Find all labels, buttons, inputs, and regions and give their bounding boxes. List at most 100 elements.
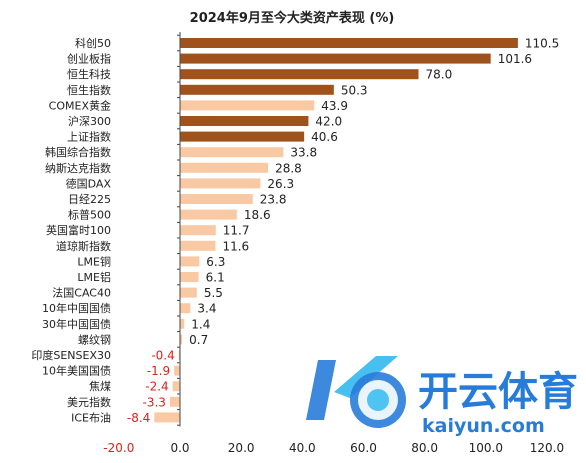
bar-row: 螺纹钢 0.7: [78, 332, 208, 347]
bar: [180, 225, 216, 236]
value-label: -8.4: [127, 411, 150, 425]
x-axis: -20.0 0.0 20.0 40.0 60.0 80.0 100.0 120.0: [103, 32, 564, 455]
value-label: 78.0: [426, 68, 453, 82]
value-label: -0.4: [151, 349, 174, 363]
value-label: 6.3: [206, 255, 225, 269]
category-label: 30年中国国债: [42, 317, 111, 331]
bar-row: 美元指数 -3.3: [67, 395, 180, 409]
value-label: 3.4: [197, 302, 216, 316]
bar: [180, 116, 309, 126]
value-label: -3.3: [142, 395, 165, 409]
category-label: 英国富时100: [46, 223, 111, 237]
bar-row: 道琼斯指数 11.6: [56, 239, 249, 254]
value-label: 18.6: [244, 208, 271, 222]
bar: [180, 209, 237, 220]
category-label: 沪深300: [68, 114, 111, 128]
bar-row: 印度SENSEX30 -0.4: [31, 348, 180, 363]
kaiyun-domain-text: kaiyun.com: [422, 415, 545, 437]
bar-row: LME铜 6.3: [77, 254, 225, 269]
bar: [180, 256, 200, 267]
value-label: -2.4: [145, 380, 168, 394]
bar: [154, 412, 180, 423]
category-label: 焦煤: [89, 380, 111, 393]
bar: [169, 396, 180, 407]
category-label: 科创50: [75, 36, 111, 50]
category-label: 上证指数: [67, 130, 111, 144]
value-label: 50.3: [341, 83, 368, 97]
category-label: 恒生科技: [67, 67, 111, 81]
value-label: 11.7: [223, 224, 250, 238]
bar: [180, 53, 491, 64]
bar-row: 纳斯达克指数 28.8: [45, 161, 302, 176]
category-label: COMEX黄金: [49, 98, 111, 112]
bar-row: 英国富时100 11.7: [46, 223, 249, 238]
bar: [180, 240, 216, 251]
bar: [180, 272, 199, 282]
bar: [180, 194, 253, 204]
x-tick-label: 20.0: [228, 441, 255, 455]
category-label: LME铝: [77, 270, 111, 284]
bar-row: 德国DAX 26.3: [66, 176, 294, 191]
value-label: 6.1: [206, 271, 225, 285]
bar-row: 法国CAC40 5.5: [52, 286, 223, 301]
value-label: 40.6: [311, 130, 338, 144]
x-tick-label: 80.0: [411, 441, 438, 455]
category-label: 印度SENSEX30: [31, 348, 111, 362]
category-label: 创业板指: [67, 52, 111, 66]
kaiyun-cn-text: 开云体育: [418, 369, 578, 415]
x-tick-label: 120.0: [530, 441, 564, 455]
bar-row: 焦煤 -2.4: [89, 380, 180, 394]
bar-row: LME铝 6.1: [77, 270, 224, 285]
value-label: 101.6: [498, 52, 532, 66]
value-label: 11.6: [222, 239, 249, 253]
value-label: 1.4: [191, 317, 210, 331]
value-label: 33.8: [290, 146, 317, 160]
bar-row: 科创50 110.5: [75, 36, 559, 51]
x-tick-label: 100.0: [469, 441, 503, 455]
value-label: 23.8: [260, 193, 287, 207]
bar-row: 创业板指 101.6: [67, 52, 532, 67]
value-label: 42.0: [315, 115, 342, 129]
bar: [180, 38, 518, 48]
category-label: 10年美国国债: [42, 364, 111, 378]
bar: [180, 334, 183, 345]
bar: [180, 318, 185, 329]
category-label: 道琼斯指数: [56, 239, 111, 253]
x-tick-label: 60.0: [350, 441, 377, 455]
bar: [180, 100, 315, 111]
category-label: 法国CAC40: [52, 286, 111, 300]
value-label: 26.3: [267, 177, 294, 191]
bar: [180, 147, 284, 158]
bar-row: 恒生科技 78.0: [67, 67, 452, 82]
bar-row: 标普500 18.6: [68, 208, 271, 223]
x-tick-label: 40.0: [289, 441, 316, 455]
category-label: 标普500: [68, 208, 111, 222]
category-label: 恒生指数: [67, 83, 111, 97]
x-tick-label: 0.0: [170, 441, 189, 455]
category-label: 10年中国国债: [42, 301, 111, 315]
category-label: LME铜: [77, 254, 111, 268]
value-label: 28.8: [275, 161, 302, 175]
bar: [172, 381, 180, 392]
bar: [180, 84, 334, 95]
bar: [174, 365, 180, 376]
bar-row: ICE布油 -8.4: [71, 410, 180, 425]
value-label: 0.7: [189, 333, 208, 347]
bar: [178, 350, 180, 360]
bar-row: 30年中国国债 1.4: [42, 317, 210, 332]
bar-row: 日经225 23.8: [68, 193, 286, 207]
value-label: 43.9: [321, 99, 348, 113]
category-label: 德国DAX: [66, 176, 112, 190]
kaiyun-watermark: K 开云体育 kaiyun.com: [306, 356, 578, 437]
category-label: 韩国综合指数: [45, 145, 111, 159]
bar: [180, 69, 419, 80]
bar-row: 10年中国国债 3.4: [42, 301, 216, 316]
kaiyun-logo: K: [306, 356, 406, 428]
bar-row: 恒生指数 50.3: [67, 83, 368, 98]
category-label: 纳斯达克指数: [45, 161, 111, 175]
value-label: -1.9: [147, 364, 170, 378]
bar: [180, 162, 269, 173]
bar: [180, 178, 261, 189]
